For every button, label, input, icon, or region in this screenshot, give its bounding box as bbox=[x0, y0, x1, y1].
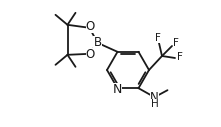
Text: F: F bbox=[177, 52, 183, 62]
Text: O: O bbox=[86, 48, 95, 61]
Text: F: F bbox=[155, 33, 161, 43]
Text: N: N bbox=[150, 91, 159, 104]
Text: F: F bbox=[173, 38, 179, 48]
Text: O: O bbox=[86, 20, 95, 33]
Text: N: N bbox=[112, 83, 122, 96]
Text: B: B bbox=[93, 36, 102, 49]
Text: H: H bbox=[151, 99, 159, 109]
